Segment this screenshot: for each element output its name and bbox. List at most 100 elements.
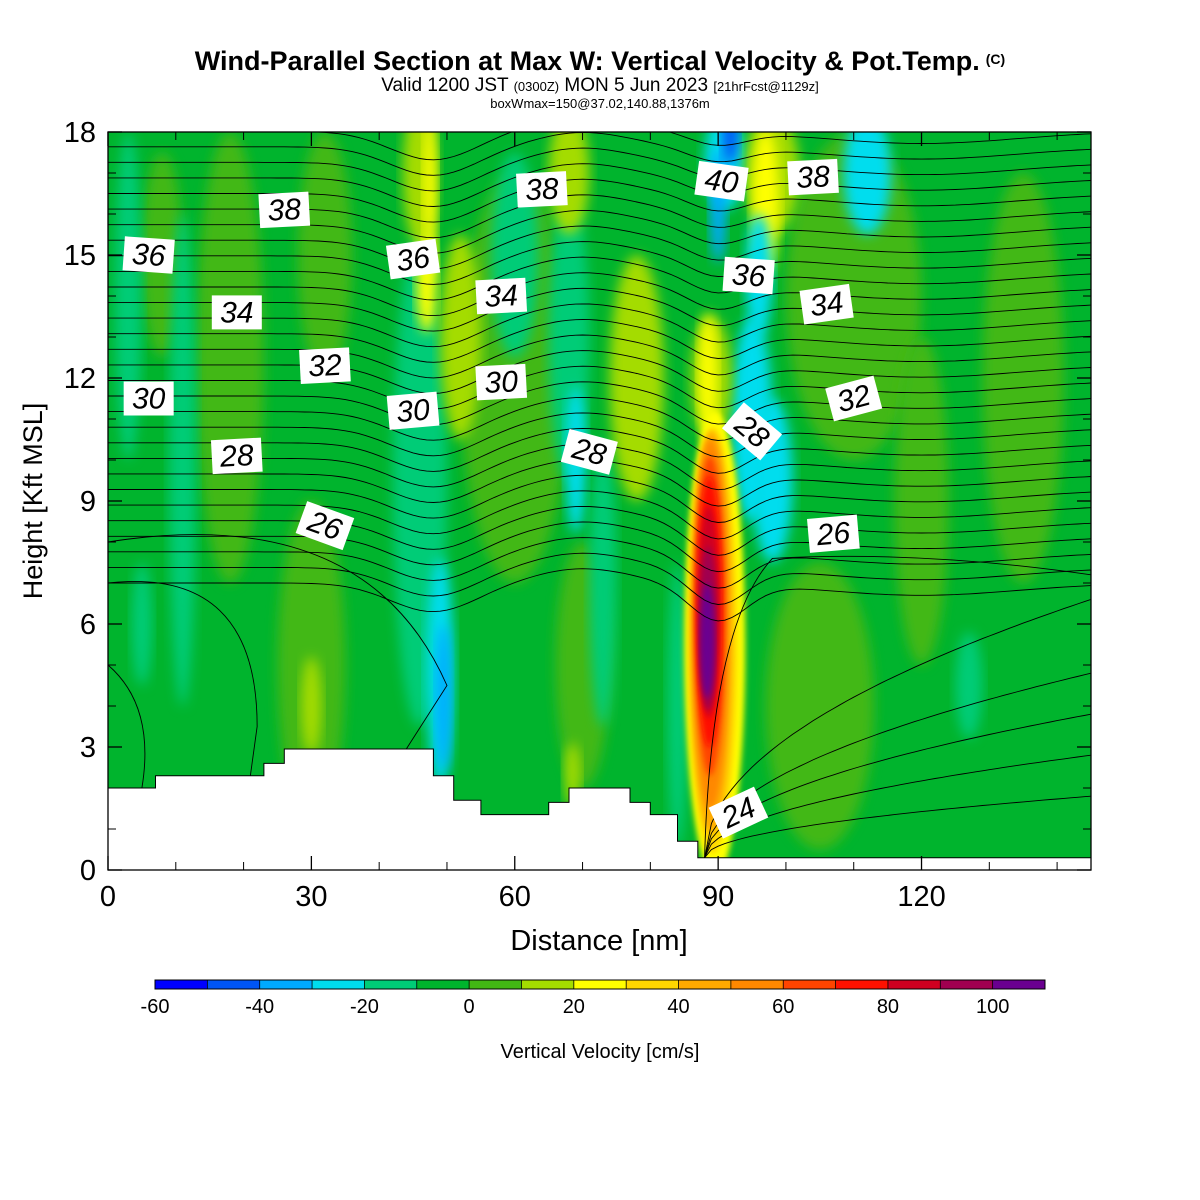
pot-temp-label-text: 26 xyxy=(814,516,851,552)
y-tick-label: 12 xyxy=(64,363,96,395)
pot-temp-label-box xyxy=(475,363,528,401)
pot-temp-label-text: 38 xyxy=(524,173,559,208)
forecast-info: [21hrFcst@1129z] xyxy=(713,79,819,94)
pot-temp-label-text: 36 xyxy=(131,238,167,273)
pot-temp-label-text: 34 xyxy=(484,279,519,314)
colorbar-tick-label: 20 xyxy=(563,996,585,1018)
pot-temp-label: 36 xyxy=(722,256,775,295)
colorbar-swatch xyxy=(887,980,941,989)
pot-temp-label: 36 xyxy=(385,238,441,280)
pot-temp-label-box xyxy=(694,160,749,202)
pot-temp-label-box xyxy=(258,191,311,229)
colorbar-swatch xyxy=(155,980,208,989)
pot-temp-label-box xyxy=(211,295,262,330)
colorbar-tick-label: -60 xyxy=(141,996,170,1018)
pot-temp-label-box xyxy=(799,283,854,325)
pot-temp-label: 40 xyxy=(694,160,749,202)
y-tick-label: 3 xyxy=(80,732,96,764)
colorbar-swatch xyxy=(259,980,313,989)
pot-temp-label: 28 xyxy=(210,437,263,475)
pot-temp-label-text: 34 xyxy=(220,296,253,329)
pot-temp-label-box xyxy=(475,277,528,315)
pot-temp-label-text: 28 xyxy=(218,439,254,474)
colorbar-tick-label: 0 xyxy=(464,996,475,1018)
valid-time: Valid 1200 JST (0300Z) MON 5 Jun 2023 [2… xyxy=(0,76,1200,97)
pot-temp-label-box xyxy=(123,381,174,416)
colorbar-swatch xyxy=(678,980,732,989)
pot-temp-label-box xyxy=(560,428,618,475)
colorbar-swatch xyxy=(730,980,784,989)
chart-title: Wind-Parallel Section at Max W: Vertical… xyxy=(0,44,1200,76)
colorbar-swatch xyxy=(940,980,994,989)
pot-temp-label-box xyxy=(386,391,440,430)
colorbar-swatch xyxy=(416,980,470,989)
pot-temp-label: 34 xyxy=(799,283,854,325)
pot-temp-label: 32 xyxy=(299,347,351,384)
y-tick-label: 15 xyxy=(64,240,96,272)
colorbar-tick-label: -40 xyxy=(245,996,274,1018)
velocity-field xyxy=(108,132,1091,870)
y-tick-label: 9 xyxy=(80,486,96,518)
colorbar-label: Vertical Velocity [cm/s] xyxy=(501,1041,700,1063)
colorbar-swatch xyxy=(521,980,575,989)
pot-temp-label-box xyxy=(806,514,860,553)
colorbar-frame xyxy=(154,979,1046,990)
valid-utc: (0300Z) xyxy=(513,79,560,94)
x-tick-label: 120 xyxy=(897,881,945,913)
colorbar-tick-label: 100 xyxy=(976,996,1009,1018)
y-axis-label: Height [Kft MSL] xyxy=(18,403,48,600)
pot-temp-label-box xyxy=(825,375,883,422)
colorbar-swatch xyxy=(207,980,261,989)
y-tick-label: 6 xyxy=(80,609,96,641)
pot-temp-label-text: 38 xyxy=(267,193,302,228)
colorbar-swatch xyxy=(626,980,680,989)
pot-temp-label-box xyxy=(787,158,839,196)
pot-temp-label: 26 xyxy=(806,514,860,553)
colorbar-swatch xyxy=(835,980,889,989)
pot-temp-label-text: 36 xyxy=(731,258,767,293)
y-tick-label: 0 xyxy=(80,855,96,887)
pot-temp-label-box xyxy=(295,501,355,551)
pot-temp-label: 38 xyxy=(787,158,839,196)
box-info: boxWmax=150@37.02,140.88,1376m xyxy=(490,96,710,111)
pot-temp-label-text: 34 xyxy=(808,286,846,323)
pot-temp-label-text: 36 xyxy=(394,241,432,278)
y-tick-label: 18 xyxy=(64,117,96,149)
pot-temp-label: 30 xyxy=(386,391,440,430)
x-tick-label: 0 xyxy=(100,881,116,913)
pot-temp-label: 34 xyxy=(475,277,528,315)
colorbar-tick-label: 60 xyxy=(772,996,794,1018)
pot-temp-label: 38 xyxy=(516,171,568,208)
pot-temp-label-text: 30 xyxy=(395,393,431,429)
pot-temp-label-text: 30 xyxy=(132,383,166,416)
terrain xyxy=(108,748,1091,870)
pot-temp-label: 28 xyxy=(560,428,618,475)
pot-temp-label-box xyxy=(385,238,441,280)
pot-temp-label-box xyxy=(210,437,263,475)
colorbar-swatch xyxy=(783,980,837,989)
colorbar: -60 -40 -20 0 20 40 60 80 100 xyxy=(141,979,1046,1018)
pot-temp-label-text: 32 xyxy=(307,349,342,384)
pot-temp-label: 30 xyxy=(123,381,174,416)
colorbar-swatch xyxy=(469,980,522,989)
pot-temp-label-box xyxy=(722,256,775,295)
colorbar-tick-label: 80 xyxy=(877,996,899,1018)
colorbar-swatch xyxy=(364,980,418,989)
x-axis-label: Distance [nm] xyxy=(510,925,687,957)
pot-temp-label: 36 xyxy=(122,236,175,274)
chart-title-text: Wind-Parallel Section at Max W: Vertical… xyxy=(194,46,980,76)
isentropes xyxy=(108,132,1091,858)
colorbar-swatch xyxy=(312,980,365,989)
pot-temp-label-box xyxy=(122,236,175,274)
pot-temp-label-box xyxy=(516,171,568,208)
pot-temp-label-box xyxy=(708,786,769,839)
pot-temp-label: 38 xyxy=(258,191,311,229)
colorbar-tick-label: -20 xyxy=(350,996,379,1018)
pot-temp-label: 30 xyxy=(475,363,528,401)
x-tick-label: 30 xyxy=(295,881,327,913)
pot-temp-label: 34 xyxy=(211,295,262,330)
pot-temp-label-box xyxy=(299,347,351,384)
copyright-mark: (C) xyxy=(985,51,1006,67)
